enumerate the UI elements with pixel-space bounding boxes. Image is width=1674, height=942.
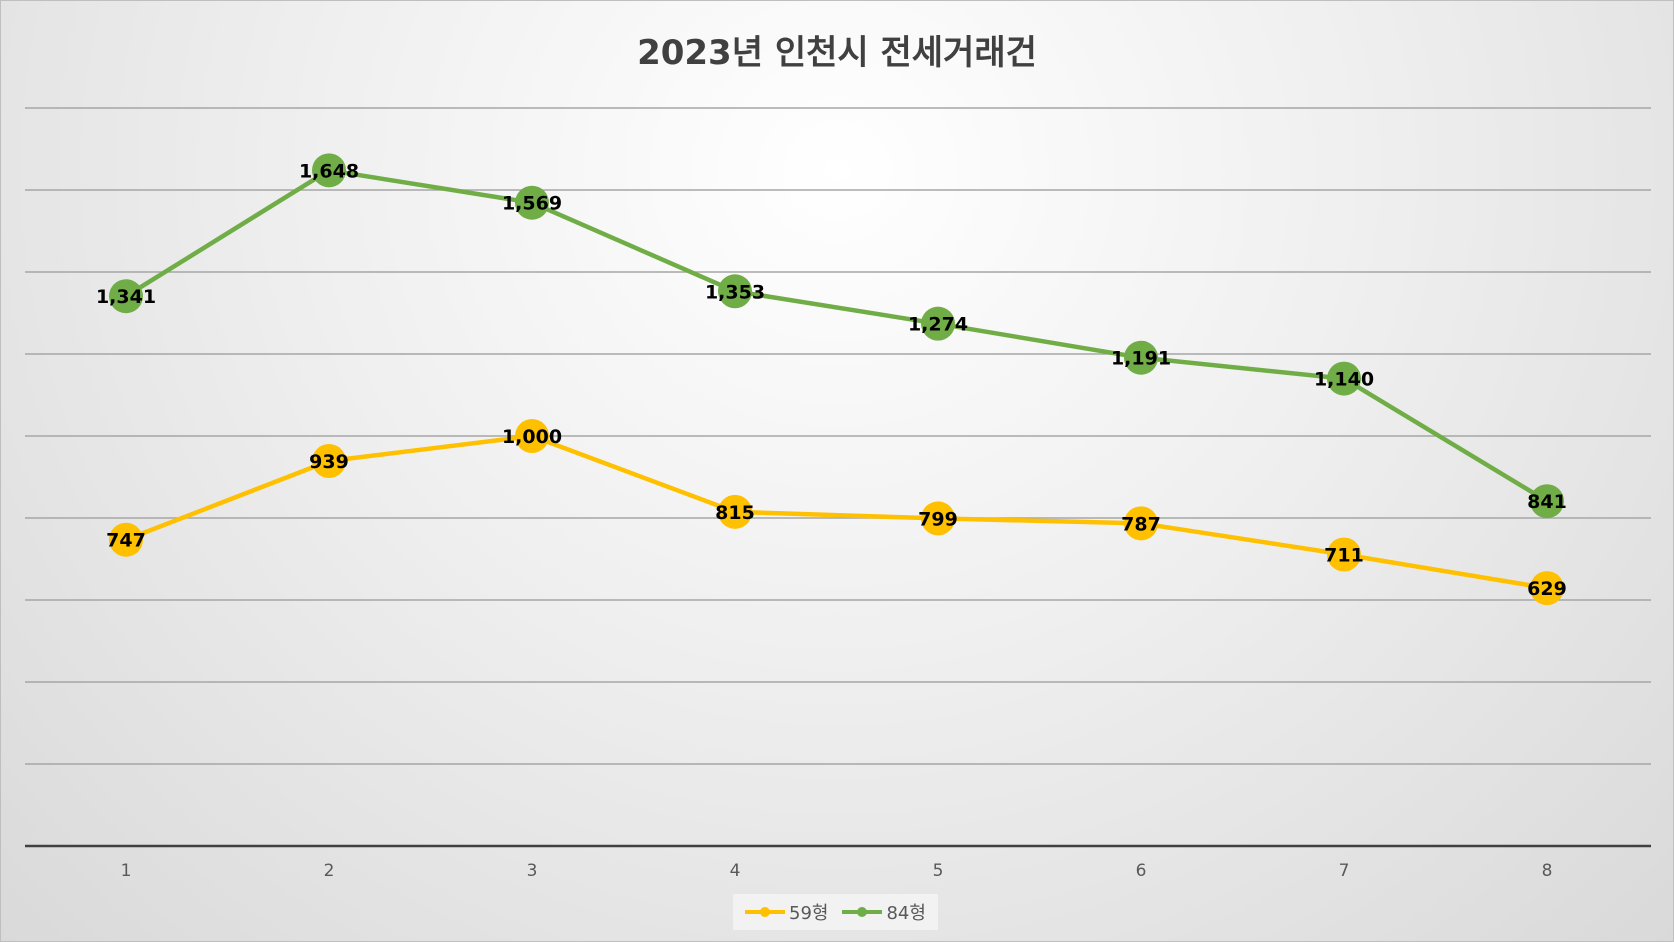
data-point (1530, 484, 1564, 519)
data-label: 629 (1527, 578, 1567, 600)
series-line-0 (123, 433, 1550, 591)
legend-label-84: 84형 (886, 903, 926, 924)
data-label: 841 (1527, 491, 1567, 513)
data-point (1124, 340, 1158, 375)
data-point (921, 306, 955, 341)
data-label: 711 (1324, 544, 1364, 566)
data-label: 1,569 (502, 193, 562, 215)
data-point (109, 522, 143, 557)
series-line-1 (123, 168, 1550, 504)
x-tick-label: 3 (527, 861, 538, 881)
data-label: 1,140 (1314, 369, 1374, 391)
data-point (109, 279, 143, 314)
data-label: 1,648 (299, 160, 359, 182)
x-tick-label: 4 (730, 861, 741, 881)
data-point (718, 274, 752, 309)
legend-item-59[interactable]: 59형 (745, 899, 828, 925)
data-label: 1,353 (705, 281, 765, 303)
data-point (1124, 506, 1158, 541)
legend-swatch-59 (745, 906, 785, 918)
data-label: 787 (1121, 513, 1161, 535)
data-label: 815 (715, 502, 755, 524)
chart-title: 2023년 인천시 전세거래건 (637, 33, 1037, 73)
data-label: 747 (106, 530, 146, 552)
x-tick-label: 6 (1136, 861, 1147, 881)
x-tick-label: 8 (1542, 861, 1553, 881)
data-point (1327, 361, 1361, 396)
legend-item-84[interactable]: 84형 (842, 899, 926, 925)
data-point (1530, 571, 1564, 606)
x-tick-label: 5 (933, 861, 944, 881)
data-label: 939 (309, 451, 349, 473)
legend: 59형 84형 (733, 894, 938, 930)
data-label: 1,191 (1111, 348, 1171, 370)
x-tick-label: 7 (1339, 861, 1350, 881)
data-point (312, 153, 346, 188)
x-tick-label: 1 (121, 861, 132, 881)
data-point (515, 419, 549, 453)
data-point (718, 494, 752, 529)
data-point (312, 444, 346, 479)
legend-label-59: 59형 (789, 903, 829, 924)
data-label: 1,341 (96, 286, 156, 308)
data-point (1327, 537, 1361, 572)
data-label: 1,000 (502, 426, 562, 448)
data-label: 799 (918, 508, 958, 530)
data-label: 1,274 (908, 314, 968, 336)
legend-swatch-84 (842, 906, 883, 918)
data-point (921, 501, 955, 536)
x-tick-label: 2 (324, 861, 335, 881)
data-point (515, 185, 549, 220)
